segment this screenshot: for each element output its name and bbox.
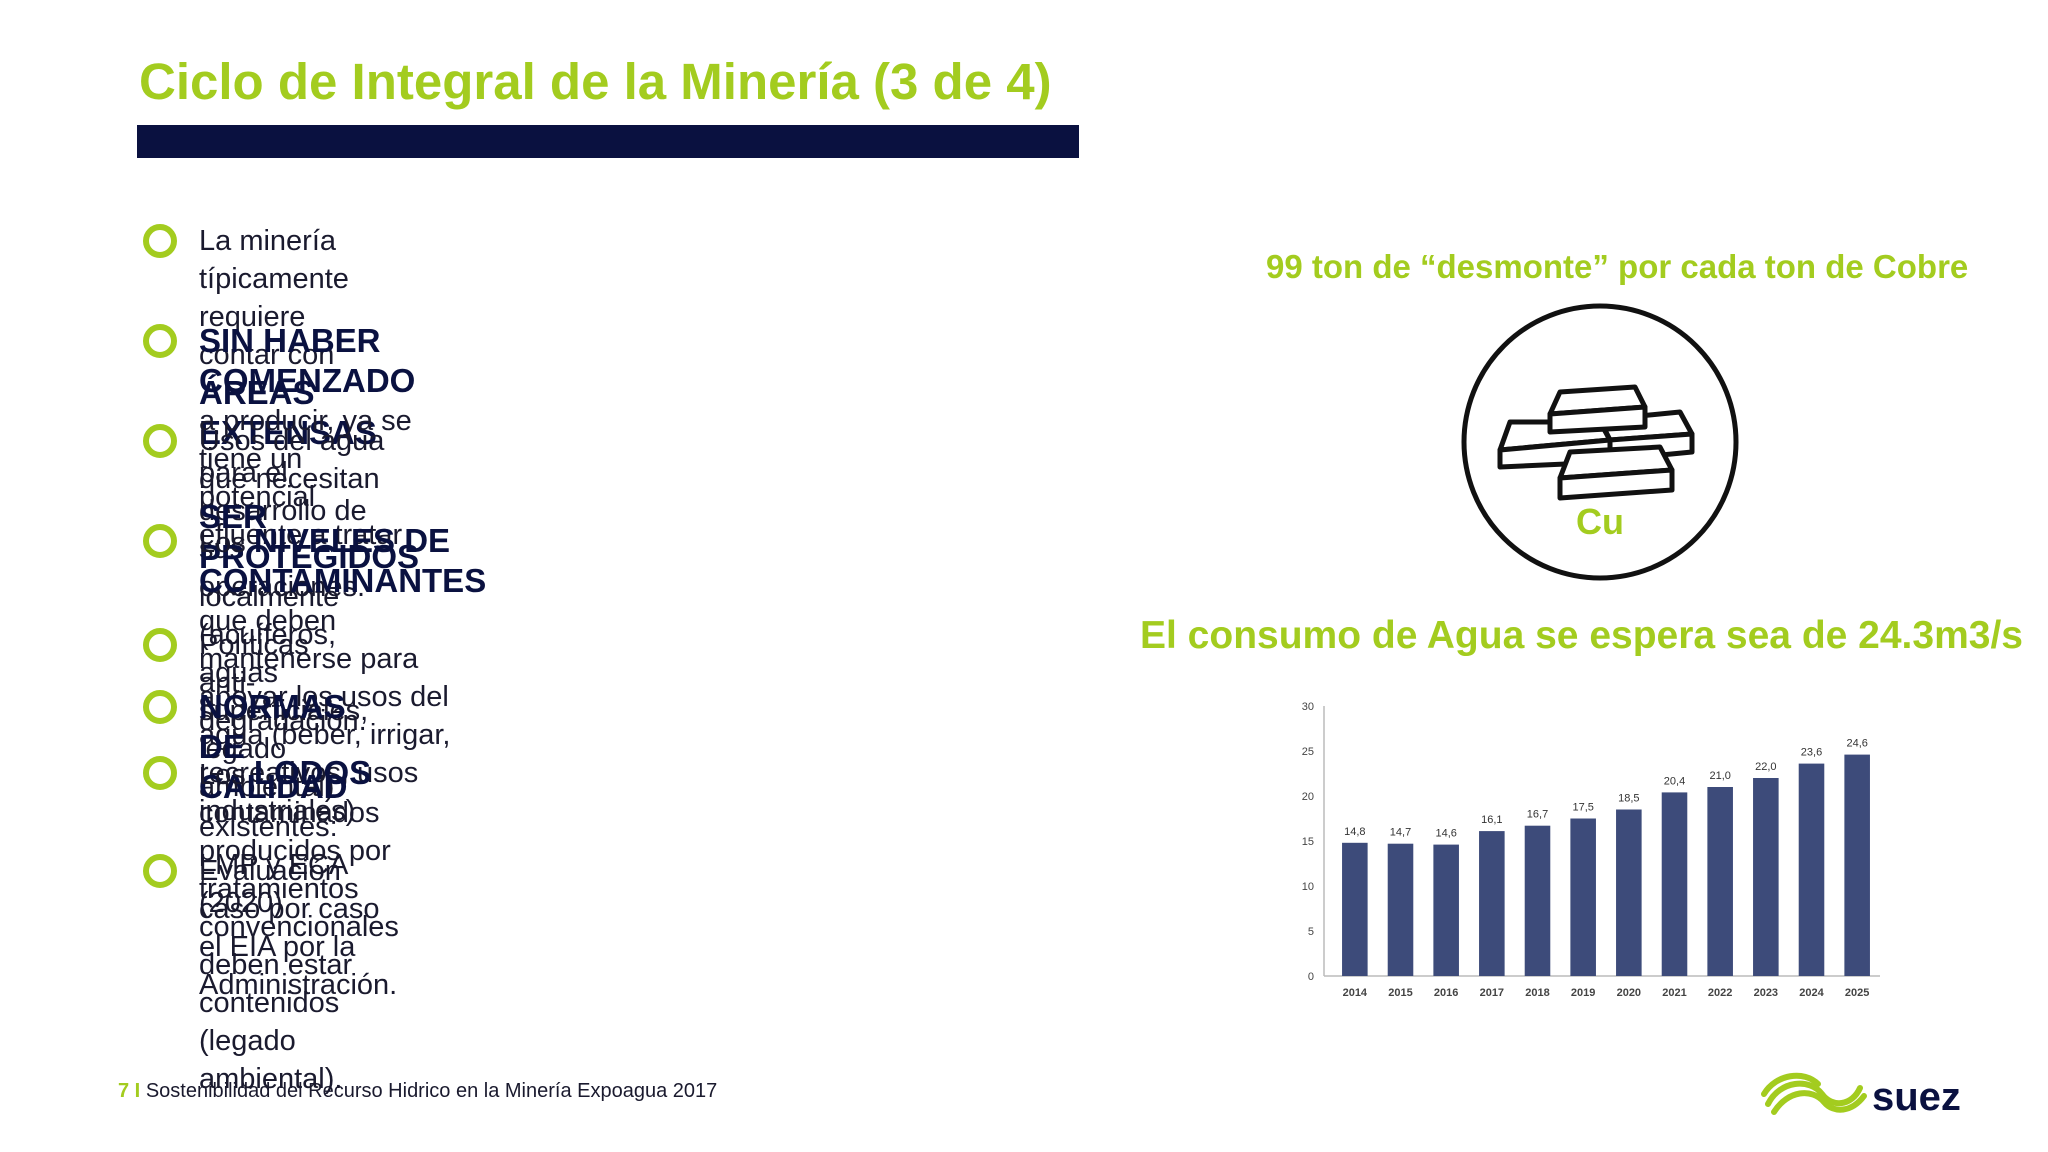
bullet-bold: ÁREAS EXTENSAS <box>199 374 377 451</box>
bullet-bold: SER PROTEGIDOS <box>199 498 420 575</box>
x-tick-label: 2015 <box>1388 987 1412 999</box>
logo-text: suez <box>1872 1075 1961 1119</box>
bullet-post: contaminados producidos por tratamientos… <box>199 797 399 943</box>
bullet-post: localmente <box>199 581 340 613</box>
bullet-line2: deben estar contenidos (legado ambiental… <box>199 949 353 1095</box>
x-tick-label: 2024 <box>1799 987 1824 999</box>
x-tick-label: 2023 <box>1754 987 1778 999</box>
bar-value-label: 14,7 <box>1390 827 1411 839</box>
x-tick-label: 2022 <box>1708 987 1732 999</box>
bullet-post: que deben mantenerse para <box>199 605 419 675</box>
bullet-text: Los LODOS contaminados producidos por tr… <box>199 754 399 1098</box>
x-tick-label: 2025 <box>1845 987 1869 999</box>
bar-value-label: 16,7 <box>1527 809 1548 821</box>
bar <box>1524 825 1551 976</box>
x-tick-label: 2019 <box>1571 987 1595 999</box>
bullet-line2: (acuíferos, aguas superficiales, legado … <box>199 619 369 803</box>
bullet-post: para el <box>199 457 288 489</box>
bullet-pre: La minería típicamente requiere contar c… <box>199 225 349 371</box>
bar <box>1570 818 1596 976</box>
y-tick-label: 0 <box>1308 971 1314 983</box>
bullet-text: Usos del agua que necesitan SER PROTEGID… <box>199 422 419 806</box>
y-tick-label: 20 <box>1302 791 1314 803</box>
bar <box>1616 809 1642 976</box>
y-tick-label: 30 <box>1302 701 1314 713</box>
bar-value-label: 20,4 <box>1664 775 1685 787</box>
bullet-text: SIN HABER COMENZADO a producir, ya se ti… <box>199 322 415 554</box>
y-tick-label: 25 <box>1302 746 1314 758</box>
bar <box>1342 842 1368 976</box>
bullet-ring-icon <box>143 424 177 458</box>
bar <box>1387 843 1414 976</box>
bar <box>1798 763 1825 976</box>
x-tick-label: 2020 <box>1617 987 1641 999</box>
bullet-bold: SIN HABER COMENZADO <box>199 322 416 399</box>
bar-value-label: 16,1 <box>1481 814 1502 826</box>
bullet-bold: NORMAS DE CALIDAD <box>199 688 348 805</box>
x-tick-label: 2014 <box>1343 987 1368 999</box>
bullet-text: Políticas anti-degradación. <box>199 626 367 740</box>
bullet-text: Evaluación caso por caso el EIA por la A… <box>199 852 397 1004</box>
bullet-pre: Usos del agua que necesitan <box>199 425 385 495</box>
bar-value-label: 14,6 <box>1435 828 1456 840</box>
bullet-ring-icon <box>143 628 177 662</box>
bar-value-label: 22,0 <box>1755 761 1776 773</box>
x-tick-label: 2021 <box>1662 987 1686 999</box>
bar <box>1433 844 1459 976</box>
page-number: 7 I <box>118 1080 141 1102</box>
bullet-post: a producir, ya se tiene un potencial <box>199 405 412 513</box>
bullet-text: La minería típicamente requiere contar c… <box>199 222 377 606</box>
x-tick-label: 2016 <box>1434 987 1458 999</box>
copper-ingots-icon: Cu <box>1461 303 1739 581</box>
suez-logo-icon: suez <box>1761 1072 1961 1119</box>
bullet-line2: apoyar los usos del agua (beber, irrigar… <box>199 681 451 827</box>
bar <box>1844 754 1870 976</box>
bullet-ring-icon <box>143 756 177 790</box>
page-title: Ciclo de Integral de la Minería (3 de 4) <box>139 53 1052 110</box>
bullet-pre: Los <box>199 759 254 791</box>
footer-text: Sostenibilidad del Recurso Hidrico en la… <box>145 1080 718 1102</box>
bullet-ring-icon <box>143 524 177 558</box>
water-consumption-title: El consumo de Agua se espera sea de 24.3… <box>1140 614 2023 657</box>
bar-value-label: 17,5 <box>1572 802 1593 814</box>
bullet-ring-icon <box>143 854 177 888</box>
bar-value-label: 24,6 <box>1846 738 1867 750</box>
bar <box>1753 778 1779 976</box>
bullet-pre: Evaluación caso por caso el EIA por la A… <box>199 855 398 1001</box>
bullet-bold: LODOS <box>253 754 372 791</box>
bar <box>1707 787 1733 976</box>
bullet-line2: desarrollo de sus operaciones. <box>199 495 367 603</box>
bar-value-label: 21,0 <box>1709 770 1730 782</box>
bar-value-label: 14,8 <box>1344 826 1365 838</box>
water-consumption-bar-chart: 05101520253014,8201414,7201514,6201616,1… <box>1302 701 1880 999</box>
bullet-text: Los NIVELES DE CONTAMINANTES que deben m… <box>199 522 486 830</box>
bullet-ring-icon <box>143 324 177 358</box>
y-tick-label: 10 <box>1302 881 1314 893</box>
copper-ratio-title: 99 ton de “desmonte” por cada ton de Cob… <box>1266 248 1969 285</box>
bullet-pre: Los <box>199 527 254 559</box>
title-underline-bar <box>137 125 1079 158</box>
bullet-bold: NIVELES DE CONTAMINANTES <box>199 522 487 599</box>
bar-value-label: 18,5 <box>1618 793 1639 805</box>
footer: 7 I Sostenibilidad del Recurso Hidrico e… <box>118 1080 717 1103</box>
y-tick-label: 5 <box>1308 926 1314 938</box>
bar <box>1479 831 1505 976</box>
bar <box>1661 792 1688 976</box>
bullet-ring-icon <box>143 690 177 724</box>
copper-symbol: Cu <box>1576 501 1624 542</box>
bullet-line2: efluente a tratar <box>199 519 403 551</box>
x-tick-label: 2018 <box>1525 987 1549 999</box>
bar-value-label: 23,6 <box>1801 747 1822 759</box>
bullet-text: NORMAS DE CALIDAD existentes: LMP y ECA … <box>199 688 347 922</box>
x-tick-label: 2017 <box>1480 987 1504 999</box>
bullet-pre: Políticas anti-degradación. <box>199 629 367 737</box>
bullet-post: existentes: LMP y ECA (2020) <box>199 811 347 919</box>
y-tick-label: 15 <box>1302 836 1314 848</box>
bullet-ring-icon <box>143 224 177 258</box>
